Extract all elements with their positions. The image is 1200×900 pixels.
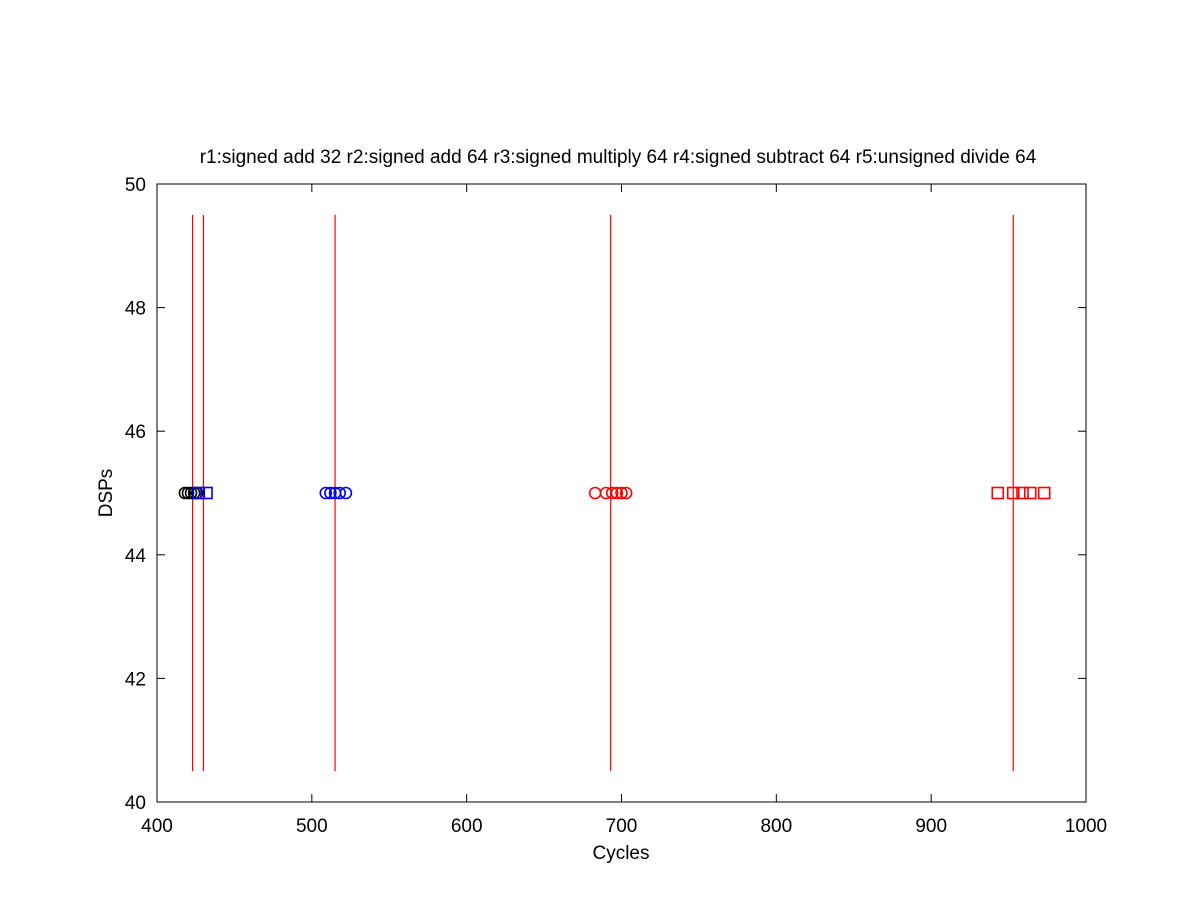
square-marker — [1006, 486, 1020, 500]
square-marker — [1023, 486, 1037, 500]
circle-marker — [333, 486, 347, 500]
x-tick-label: 400 — [141, 816, 173, 837]
circle-marker — [324, 486, 337, 500]
square-marker — [991, 486, 1005, 500]
square-marker — [1016, 486, 1029, 500]
y-tick-label: 46 — [125, 422, 146, 443]
axis-ticks: 400 500 600 700 800 900 1000 40 42 44 46 48 50 — [125, 175, 1107, 837]
plot-frame — [156, 183, 1087, 803]
x-tick-label: 800 — [760, 816, 792, 837]
x-tick-label: 600 — [451, 816, 483, 837]
circle-marker — [319, 486, 333, 500]
x-tick-label: 900 — [915, 816, 947, 837]
y-tick-label: 42 — [125, 669, 146, 690]
y-axis-label: DSPs — [96, 469, 117, 518]
circle-marker — [615, 486, 628, 500]
circle-marker — [339, 486, 353, 500]
circle-marker — [184, 486, 198, 500]
circle-marker — [605, 486, 619, 500]
square-marker — [192, 486, 206, 500]
circle-marker — [588, 486, 602, 500]
vertical-reference-lines — [192, 214, 1014, 772]
chart-title: r1:signed add 32 r2:signed add 64 r3:sig… — [200, 147, 1037, 168]
square-marker — [200, 486, 213, 500]
circle-marker — [178, 486, 192, 500]
x-axis-label: Cycles — [592, 843, 649, 864]
square-marker — [1037, 486, 1051, 500]
y-tick-label: 48 — [125, 299, 146, 320]
x-tick-label: 1000 — [1065, 816, 1107, 837]
x-tick-label: 500 — [296, 816, 328, 837]
y-tick-label: 50 — [125, 175, 146, 196]
y-tick-label: 40 — [125, 793, 146, 814]
data-markers — [178, 486, 1051, 500]
y-tick-label: 44 — [125, 546, 147, 567]
circle-marker — [619, 486, 633, 500]
circle-marker — [610, 486, 624, 500]
x-tick-label: 700 — [606, 816, 638, 837]
